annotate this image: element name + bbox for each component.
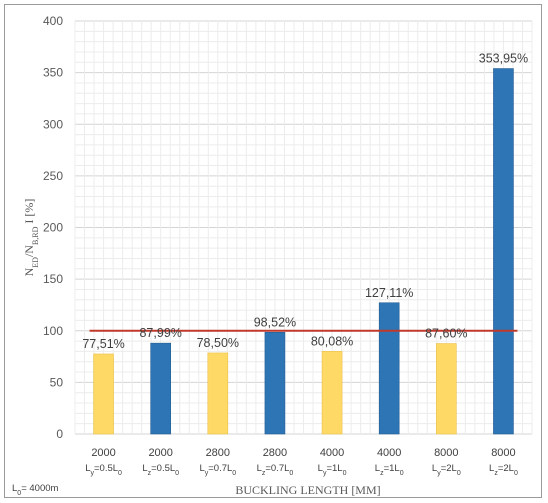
data-label: 127,11% [365, 286, 413, 300]
y-axis-title: NED/NB,RD I [%] [22, 199, 40, 277]
category-buckling-factor: Lz=0.7L0 [257, 463, 294, 477]
data-label: 353,95% [479, 52, 528, 66]
bar [493, 68, 514, 435]
x-axis-title: BUCKLING LENGTH [MM] [235, 483, 380, 497]
data-label: 87,99% [139, 326, 181, 340]
category-buckling-factor: Ly=2L0 [432, 463, 461, 477]
bar [150, 342, 171, 435]
y-tick-label: 150 [43, 272, 63, 286]
y-tick-label: 300 [43, 117, 63, 131]
y-tick-label: 0 [56, 427, 63, 441]
category-buckling-factor: Lz=2L0 [489, 463, 518, 477]
y-tick-label: 350 [43, 66, 63, 80]
data-label: 87,60% [425, 327, 467, 341]
y-tick-label: 200 [43, 221, 63, 235]
category-length: 8000 [434, 447, 458, 459]
bar [321, 351, 343, 435]
data-label: 78,50% [197, 336, 239, 350]
category-length: 8000 [491, 447, 515, 459]
category-length: 2000 [148, 447, 172, 459]
y-tick-label: 400 [43, 14, 63, 28]
data-labels: 77,51% 87,99% 78,50% 98,52% 80,08% 127,11% 87,… [82, 52, 528, 351]
category-length: 2800 [206, 447, 230, 459]
category-buckling-factor: Ly=1L0 [318, 463, 347, 477]
y-tick-label: 250 [43, 169, 63, 183]
bar [378, 302, 400, 435]
y-tick-label: 100 [43, 324, 63, 338]
bar [93, 353, 114, 435]
buckling-reference-note: L0= 4000m [12, 483, 59, 497]
category-buckling-factor: Ly=0.7L0 [199, 463, 236, 477]
bar [207, 352, 229, 435]
category-length: 2000 [91, 447, 115, 459]
bars [93, 68, 514, 435]
bar [264, 331, 286, 435]
data-label: 77,51% [82, 337, 124, 351]
y-axis-ticks: 0 50 100 150 200 250 300 350 400 [43, 14, 63, 441]
grid [74, 20, 533, 435]
category-buckling-factor: Lz=0.5L0 [142, 463, 179, 477]
category-buckling-factor: Ly=0.5L0 [85, 463, 122, 477]
category-length: 4000 [320, 447, 344, 459]
bar [436, 343, 457, 435]
data-label: 80,08% [311, 334, 353, 348]
category-length: 2800 [263, 447, 287, 459]
data-label: 98,52% [254, 315, 296, 329]
x-axis-categories: 2000 Ly=0.5L0 2000 Lz=0.5L0 2800 Ly=0.7L0 2800… [85, 447, 518, 477]
y-tick-label: 50 [50, 375, 64, 389]
category-buckling-factor: Lz=1L0 [375, 463, 404, 477]
category-length: 4000 [377, 447, 401, 459]
